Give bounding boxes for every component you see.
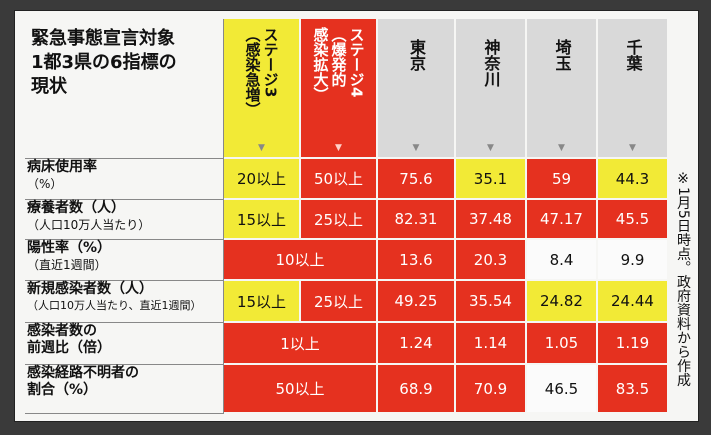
down-arrow-icon: ▼ [412, 143, 420, 153]
value-chiba: 44.3 [598, 159, 669, 200]
table-title: 緊急事態宣言対象 1都3県の6指標の 現状 [25, 19, 224, 159]
row-label-main: 新規感染者数（人） [27, 281, 153, 297]
value-chiba: 24.44 [598, 281, 669, 323]
table-title-text: 緊急事態宣言対象 1都3県の6指標の 現状 [31, 28, 177, 97]
pref-header-chiba: 千葉 ▼ [598, 19, 669, 159]
row-label-main: 病床使用率 [27, 159, 97, 175]
stage4-label: ステージ4 （爆発的 感染拡大） [311, 27, 366, 102]
down-arrow-icon: ▼ [335, 143, 342, 153]
row-label-sub: 割合（%） [27, 382, 98, 398]
stage4-threshold: 25以上 [301, 281, 378, 323]
value-tokyo: 1.24 [378, 323, 456, 365]
merged-threshold: 50以上 [224, 365, 378, 414]
value-kanagawa: 37.48 [456, 200, 527, 240]
value-saitama: 47.17 [527, 200, 598, 240]
value-tokyo: 68.9 [378, 365, 456, 414]
value-kanagawa: 1.14 [456, 323, 527, 365]
value-chiba: 1.19 [598, 323, 669, 365]
merged-threshold: 1以上 [224, 323, 378, 365]
value-saitama: 59 [527, 159, 598, 200]
pref-header-tokyo: 東京 ▼ [378, 19, 456, 159]
row-label-main: 感染経路不明者の [27, 365, 139, 381]
row-label: 陽性率（%） （直近1週間） [25, 240, 224, 281]
pref-label: 東京 [407, 39, 426, 71]
row-label-sub: 前週比（倍） [27, 340, 111, 356]
value-chiba: 83.5 [598, 365, 669, 414]
stage3-header: ステージ3 （感染急増） ▼ [224, 19, 301, 159]
value-kanagawa: 20.3 [456, 240, 527, 281]
row-label-sub: （%） [27, 177, 63, 191]
value-kanagawa: 70.9 [456, 365, 527, 414]
value-saitama: 46.5 [527, 365, 598, 414]
stage4-threshold: 25以上 [301, 200, 378, 240]
stage3-threshold: 15以上 [224, 281, 301, 323]
stage3-threshold: 20以上 [224, 159, 301, 200]
pref-label: 千葉 [623, 39, 643, 71]
row-label-main: 陽性率（%） [27, 240, 112, 256]
value-saitama: 1.05 [527, 323, 598, 365]
row-label-sub: （人口10万人当たり） [27, 218, 151, 232]
value-chiba: 45.5 [598, 200, 669, 240]
stage4-header: ステージ4 （爆発的 感染拡大） ▼ [301, 19, 378, 159]
pref-header-saitama: 埼玉 ▼ [527, 19, 598, 159]
pref-label: 埼玉 [552, 39, 572, 71]
stage4-threshold: 50以上 [301, 159, 378, 200]
row-label: 新規感染者数（人） （人口10万人当たり、直近1週間） [25, 281, 224, 323]
row-label-sub: （直近1週間） [27, 258, 107, 272]
value-saitama: 8.4 [527, 240, 598, 281]
row-label-sub: （人口10万人当たり、直近1週間） [27, 299, 202, 312]
source-note: ※1月5日時点。政府資料から作成 [675, 171, 691, 387]
value-saitama: 24.82 [527, 281, 598, 323]
row-label-main: 療養者数（人） [27, 200, 125, 216]
value-tokyo: 13.6 [378, 240, 456, 281]
value-tokyo: 49.25 [378, 281, 456, 323]
value-chiba: 9.9 [598, 240, 669, 281]
value-tokyo: 82.31 [378, 200, 456, 240]
stage3-label: ステージ3 （感染急増） [243, 27, 280, 117]
down-arrow-icon: ▼ [487, 143, 494, 153]
row-label: 感染経路不明者の 割合（%） [25, 365, 224, 414]
merged-threshold: 10以上 [224, 240, 378, 281]
row-label: 療養者数（人） （人口10万人当たり） [25, 200, 224, 240]
row-label: 病床使用率 （%） [25, 159, 224, 200]
down-arrow-icon: ▼ [258, 143, 265, 153]
down-arrow-icon: ▼ [558, 143, 565, 153]
pref-header-kanagawa: 神奈川 ▼ [456, 19, 527, 159]
value-kanagawa: 35.54 [456, 281, 527, 323]
indicator-table: 緊急事態宣言対象 1都3県の6指標の 現状 ステージ3 （感染急増） ▼ ステー… [25, 19, 669, 414]
value-kanagawa: 35.1 [456, 159, 527, 200]
stage3-threshold: 15以上 [224, 200, 301, 240]
row-label: 感染者数の 前週比（倍） [25, 323, 224, 365]
down-arrow-icon: ▼ [629, 143, 636, 153]
value-tokyo: 75.6 [378, 159, 456, 200]
infographic-panel: 緊急事態宣言対象 1都3県の6指標の 現状 ステージ3 （感染急増） ▼ ステー… [14, 10, 699, 422]
pref-label: 神奈川 [481, 39, 501, 87]
row-label-main: 感染者数の [27, 323, 97, 339]
